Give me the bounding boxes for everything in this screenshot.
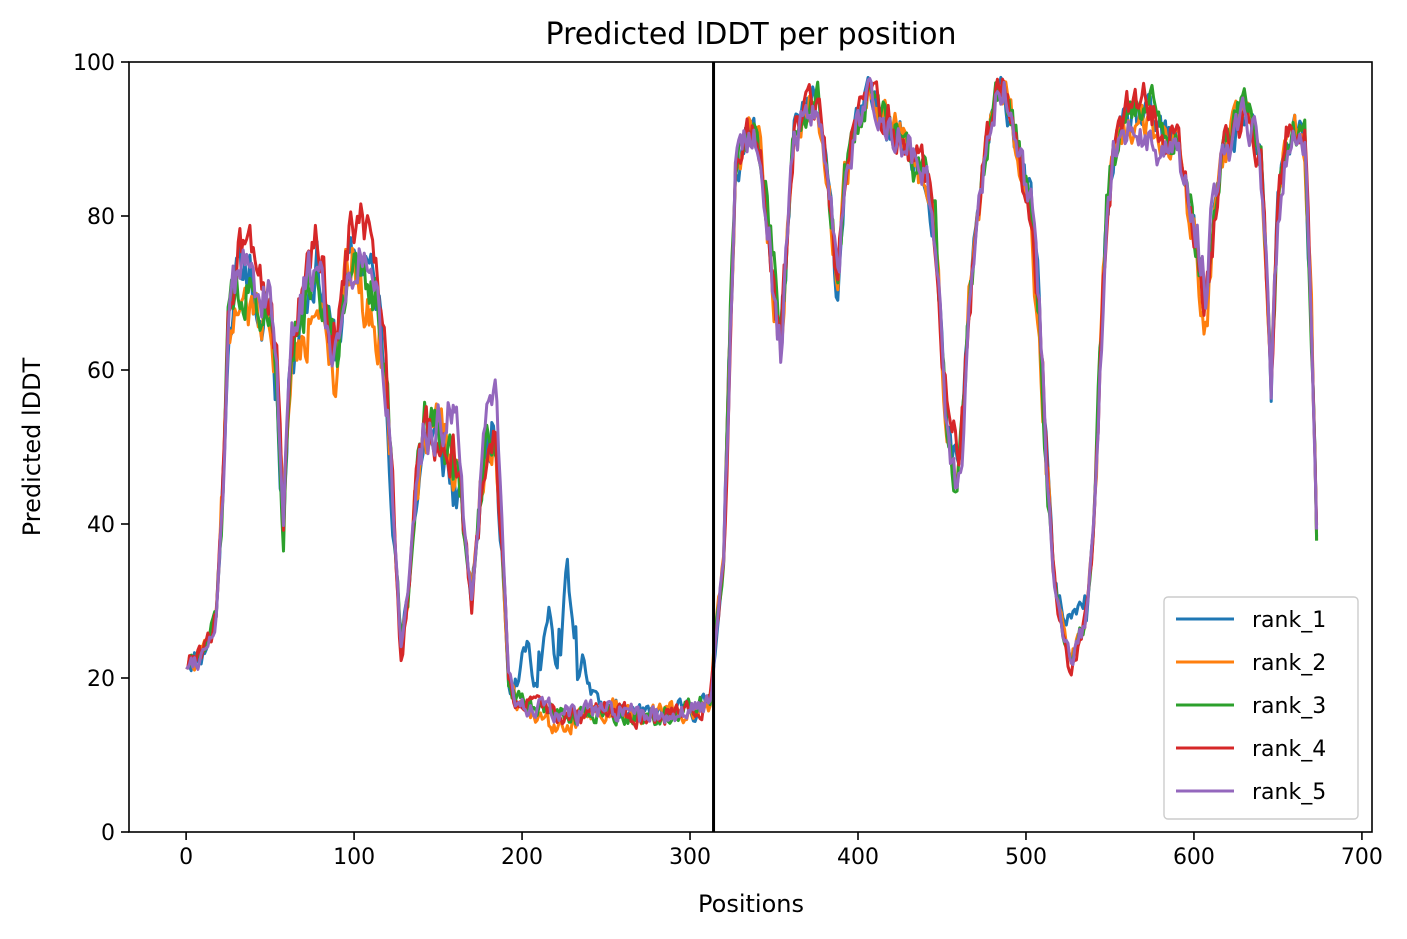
x-tick-label: 700 <box>1341 845 1383 870</box>
x-tick-label: 500 <box>1005 845 1047 870</box>
y-tick-label: 100 <box>73 51 115 76</box>
series-line-rank-2 <box>185 80 1319 736</box>
series-line-rank-5 <box>185 77 1319 727</box>
legend-box <box>1163 596 1359 820</box>
legend-label: rank_4 <box>1252 737 1326 762</box>
x-tick-label: 0 <box>179 845 193 870</box>
x-tick-label: 100 <box>333 845 375 870</box>
legend-label: rank_5 <box>1252 780 1326 805</box>
axes-layer: 0 100 200 300 400 500 600 700 0 20 40 60 80 100 <box>73 51 1383 870</box>
series-line-rank-3 <box>185 80 1319 727</box>
y-tick-label: 80 <box>87 205 115 230</box>
y-axis-label: Predicted lDDT <box>18 357 46 536</box>
y-tick-label: 60 <box>87 359 115 384</box>
x-tick-label: 200 <box>501 845 543 870</box>
y-tick-label: 20 <box>87 667 115 692</box>
y-tick-label: 0 <box>101 821 115 846</box>
x-axis-label: Positions <box>698 890 804 918</box>
series-line-rank-4 <box>185 77 1319 730</box>
y-tick-label: 40 <box>87 513 115 538</box>
legend: rank_1 rank_2 rank_3 rank_4 rank_5 <box>1163 596 1359 820</box>
legend-label: rank_3 <box>1252 694 1326 719</box>
x-tick-label: 300 <box>669 845 711 870</box>
chart-title: Predicted lDDT per position <box>546 17 957 52</box>
legend-label: rank_1 <box>1252 608 1326 633</box>
series-layer <box>185 75 1319 736</box>
series-line-rank-1 <box>185 75 1319 723</box>
legend-label: rank_2 <box>1252 651 1326 676</box>
x-tick-label: 600 <box>1173 845 1215 870</box>
x-tick-label: 400 <box>837 845 879 870</box>
plot-frame <box>128 61 1373 833</box>
